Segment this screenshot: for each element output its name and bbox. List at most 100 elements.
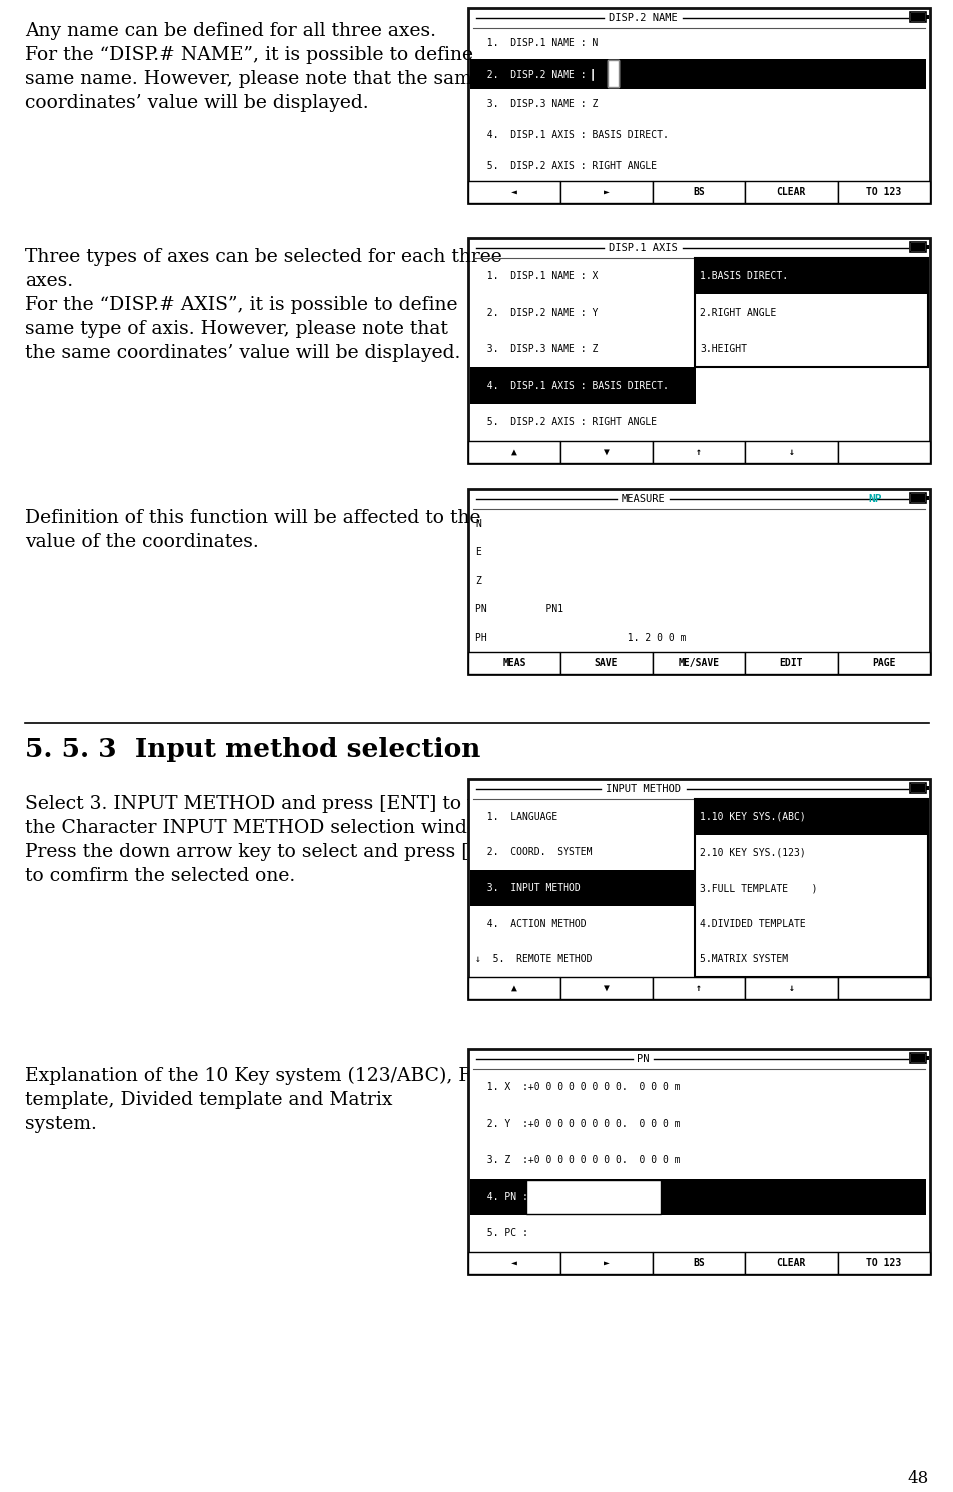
Text: PH                        1. 2 0 0 m: PH 1. 2 0 0 m: [475, 633, 686, 643]
Text: 1. X  :+0 0 0 0 0 0 0 0.  0 0 0 m: 1. X :+0 0 0 0 0 0 0 0. 0 0 0 m: [475, 1082, 679, 1092]
Text: ↓: ↓: [787, 983, 794, 994]
Bar: [909, 242, 925, 252]
Text: BS: BS: [693, 1258, 704, 1268]
Bar: [909, 12, 925, 22]
Text: SAVE: SAVE: [595, 658, 618, 668]
Text: ↓: ↓: [787, 446, 794, 457]
Text: Z: Z: [475, 576, 480, 586]
Bar: [925, 786, 928, 791]
Text: ▲: ▲: [511, 983, 517, 994]
Text: 5. PC :: 5. PC :: [475, 1228, 527, 1238]
Text: PN          PN1: PN PN1: [475, 604, 562, 615]
Text: ◄: ◄: [511, 1258, 517, 1268]
Text: DISP.1 AXIS: DISP.1 AXIS: [609, 243, 678, 252]
Bar: [910, 13, 924, 21]
Text: 2.10 KEY SYS.(123): 2.10 KEY SYS.(123): [700, 847, 805, 858]
Text: Definition of this function will be affected to the: Definition of this function will be affe…: [25, 509, 480, 528]
Bar: [744, 652, 837, 674]
Text: 4.  DISP.1 AXIS : BASIS DIRECT.: 4. DISP.1 AXIS : BASIS DIRECT.: [475, 130, 668, 140]
Bar: [470, 367, 696, 404]
Text: 2. Y  :+0 0 0 0 0 0 0 0.  0 0 0 m: 2. Y :+0 0 0 0 0 0 0 0. 0 0 0 m: [475, 1119, 679, 1128]
Text: 5.  DISP.2 AXIS : RIGHT ANGLE: 5. DISP.2 AXIS : RIGHT ANGLE: [475, 418, 657, 427]
Text: DISP.2 NAME: DISP.2 NAME: [609, 13, 678, 22]
Text: ↑: ↑: [696, 983, 701, 994]
Bar: [837, 652, 929, 674]
Text: 1.  LANGUAGE: 1. LANGUAGE: [475, 812, 557, 822]
Bar: [559, 181, 652, 203]
Bar: [910, 243, 924, 251]
Bar: [925, 245, 928, 249]
Bar: [744, 440, 837, 463]
Text: 3.  DISP.3 NAME : Z: 3. DISP.3 NAME : Z: [475, 100, 598, 109]
Text: the Character INPUT METHOD selection window.: the Character INPUT METHOD selection win…: [25, 819, 497, 837]
Text: ↓  5.  REMOTE METHOD: ↓ 5. REMOTE METHOD: [475, 955, 592, 964]
Text: Explanation of the 10 Key system (123/ABC), Full: Explanation of the 10 Key system (123/AB…: [25, 1067, 495, 1085]
Bar: [652, 181, 744, 203]
Bar: [468, 977, 559, 1000]
Bar: [468, 181, 559, 203]
Text: NP: NP: [867, 494, 881, 504]
Text: 48: 48: [907, 1471, 928, 1488]
Text: ▼: ▼: [603, 446, 609, 457]
Text: N: N: [475, 519, 480, 528]
Bar: [695, 800, 927, 977]
Bar: [837, 977, 929, 1000]
Text: 1.  DISP.1 NAME : X: 1. DISP.1 NAME : X: [475, 272, 598, 280]
Text: 4.DIVIDED TEMPLATE: 4.DIVIDED TEMPLATE: [700, 919, 805, 928]
Text: 2.RIGHT ANGLE: 2.RIGHT ANGLE: [700, 307, 776, 318]
Bar: [652, 977, 744, 1000]
Text: to comfirm the selected one.: to comfirm the selected one.: [25, 867, 294, 885]
Text: CLEAR: CLEAR: [776, 186, 805, 197]
Bar: [468, 7, 929, 203]
Text: PN: PN: [637, 1053, 649, 1064]
Bar: [468, 1049, 929, 1274]
Text: ↑: ↑: [696, 446, 701, 457]
Bar: [744, 977, 837, 1000]
Bar: [468, 237, 929, 463]
Bar: [925, 15, 928, 19]
Text: same name. However, please note that the same: same name. However, please note that the…: [25, 70, 482, 88]
Text: TO 123: TO 123: [865, 186, 901, 197]
Text: ▼: ▼: [603, 983, 609, 994]
Text: MEASURE: MEASURE: [621, 494, 665, 504]
Text: PAGE: PAGE: [871, 658, 895, 668]
Text: CLEAR: CLEAR: [776, 1258, 805, 1268]
Text: Any name can be defined for all three axes.: Any name can be defined for all three ax…: [25, 22, 436, 40]
Bar: [470, 58, 925, 90]
Text: 4. PN :: 4. PN :: [475, 1192, 527, 1203]
Bar: [696, 800, 926, 834]
Text: For the “DISP.# AXIS”, it is possible to define: For the “DISP.# AXIS”, it is possible to…: [25, 295, 457, 313]
Bar: [468, 779, 929, 1000]
Text: 4.  ACTION METHOD: 4. ACTION METHOD: [475, 919, 586, 928]
Bar: [468, 652, 559, 674]
Text: ◄: ◄: [511, 186, 517, 197]
Bar: [910, 1053, 924, 1062]
Text: value of the coordinates.: value of the coordinates.: [25, 534, 258, 552]
Bar: [744, 181, 837, 203]
Text: Select 3. INPUT METHOD and press [ENT] to view: Select 3. INPUT METHOD and press [ENT] t…: [25, 795, 510, 813]
Text: Three types of axes can be selected for each three: Three types of axes can be selected for …: [25, 248, 501, 266]
Bar: [468, 489, 929, 674]
Bar: [525, 1180, 660, 1214]
Text: 5.  DISP.2 AXIS : RIGHT ANGLE: 5. DISP.2 AXIS : RIGHT ANGLE: [475, 161, 657, 170]
Text: 2.  DISP.2 NAME : ▎: 2. DISP.2 NAME : ▎: [475, 67, 598, 79]
Bar: [910, 494, 924, 503]
Text: 1.  DISP.1 NAME : N: 1. DISP.1 NAME : N: [475, 39, 598, 48]
Text: ►: ►: [603, 1258, 609, 1268]
Text: BS: BS: [693, 186, 704, 197]
Text: ▲: ▲: [511, 446, 517, 457]
Text: 1.BASIS DIRECT.: 1.BASIS DIRECT.: [700, 272, 787, 280]
Bar: [470, 1179, 925, 1214]
Text: EDIT: EDIT: [779, 658, 802, 668]
Text: 5.MATRIX SYSTEM: 5.MATRIX SYSTEM: [700, 955, 787, 964]
Bar: [837, 1252, 929, 1274]
Bar: [652, 440, 744, 463]
Text: 3.  DISP.3 NAME : Z: 3. DISP.3 NAME : Z: [475, 345, 598, 354]
Bar: [909, 494, 925, 503]
Text: template, Divided template and Matrix: template, Divided template and Matrix: [25, 1091, 392, 1109]
Bar: [909, 1053, 925, 1062]
Text: axes.: axes.: [25, 272, 73, 289]
Text: 2.  COORD.  SYSTEM: 2. COORD. SYSTEM: [475, 847, 592, 858]
Text: INPUT METHOD: INPUT METHOD: [605, 785, 680, 794]
Bar: [910, 785, 924, 792]
